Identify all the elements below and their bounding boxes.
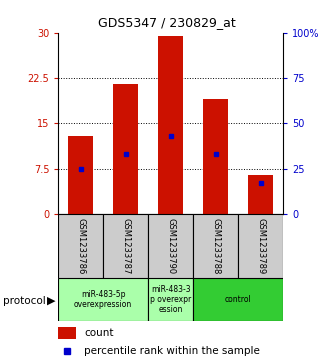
Bar (193, 214, 238, 278)
Text: GSM1233787: GSM1233787 (121, 218, 130, 274)
Text: ▶: ▶ (47, 295, 56, 306)
Text: control: control (225, 295, 251, 304)
Text: GSM1233790: GSM1233790 (166, 218, 175, 274)
Bar (148, 214, 193, 278)
Bar (203, 99, 228, 214)
Text: protocol: protocol (3, 295, 46, 306)
Bar (68, 135, 93, 214)
Bar (248, 175, 273, 214)
Bar (58, 278, 148, 321)
Text: count: count (84, 328, 114, 338)
Text: GSM1233789: GSM1233789 (256, 218, 265, 274)
Text: GSM1233788: GSM1233788 (211, 218, 220, 274)
Bar (148, 278, 193, 321)
Text: GSM1233786: GSM1233786 (76, 218, 85, 274)
Text: miR-483-3
p overexpr
ession: miR-483-3 p overexpr ession (150, 285, 191, 314)
Bar (58, 327, 76, 339)
Bar (103, 214, 148, 278)
Text: GDS5347 / 230829_at: GDS5347 / 230829_at (98, 16, 235, 29)
Bar (113, 84, 138, 214)
Bar (193, 278, 283, 321)
Bar (158, 36, 183, 214)
Bar (238, 214, 283, 278)
Text: percentile rank within the sample: percentile rank within the sample (84, 346, 260, 356)
Bar (58, 214, 103, 278)
Text: miR-483-5p
overexpression: miR-483-5p overexpression (74, 290, 132, 309)
